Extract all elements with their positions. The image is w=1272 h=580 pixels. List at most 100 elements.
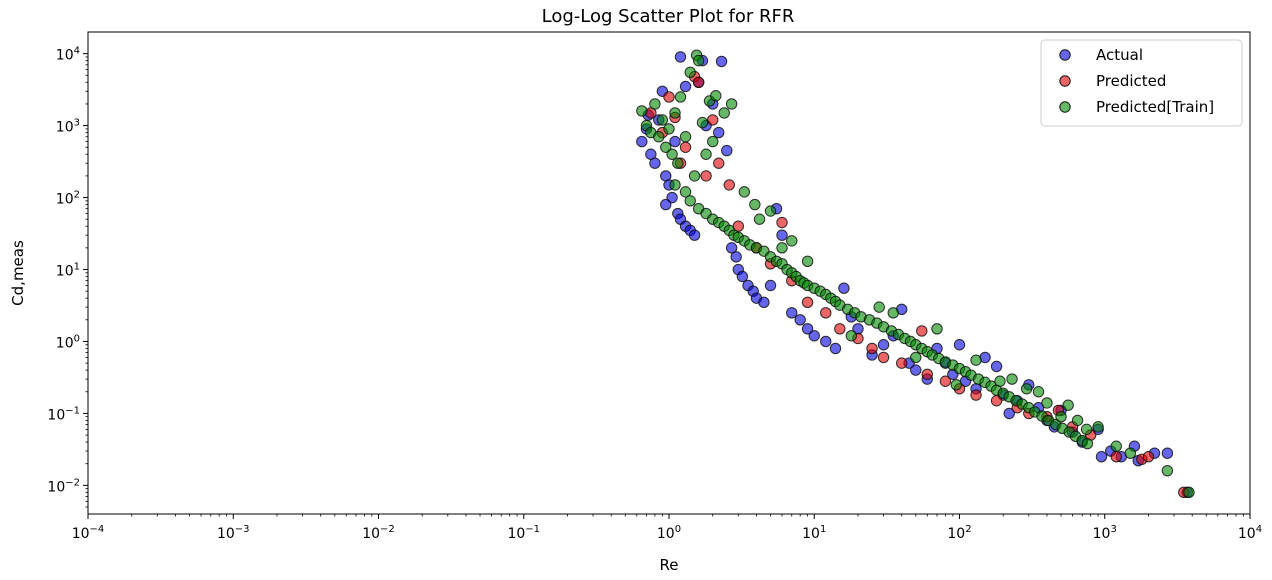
data-point [776,229,788,241]
data-point [688,170,701,182]
series-predicted-train [636,49,1195,499]
data-point [939,375,952,387]
data-point [674,51,687,63]
data-point [1055,411,1067,423]
data-point [713,126,725,139]
chart-title: Log-Log Scatter Plot for RFR [542,6,795,27]
data-point [845,330,858,342]
y-tick-label: 102 [56,190,80,208]
x-tick-label: 10−2 [362,524,395,542]
data-point [1092,421,1104,433]
x-tick-label: 102 [947,524,971,542]
data-point [1062,399,1074,411]
data-point [715,55,728,68]
data-point [801,296,814,309]
data-point [1110,451,1122,463]
data-point [873,301,885,313]
data-point [953,339,966,351]
points-layer [636,49,1195,499]
y-tick-label: 10−2 [47,477,80,495]
data-point [700,148,712,160]
y-axis: 10−2 10−1 100 101 102 103 104 [47,46,88,508]
legend-marker [1059,101,1071,113]
data-point [838,282,850,294]
data-point [660,198,672,211]
y-tick-label: 104 [56,46,80,64]
legend-box [1040,39,1243,127]
data-point [684,195,696,207]
x-tick-label: 104 [1238,524,1262,542]
data-point [1161,447,1174,459]
x-tick-label: 100 [657,524,681,542]
data-point [692,54,705,67]
x-tick-label: 101 [802,524,826,542]
data-point [1041,397,1053,409]
data-point [636,135,648,148]
data-point [776,242,788,254]
data-point [666,191,678,204]
y-axis-label: Cd,meas [9,240,27,306]
data-point [656,114,669,126]
x-tick-label: 10−3 [217,524,250,542]
data-point [808,330,820,342]
data-point [1183,486,1195,499]
legend: Actual Predicted Predicted[Train] [1040,39,1243,127]
data-point [950,379,962,391]
data-point [829,342,842,355]
data-point [801,255,814,268]
data-point [776,216,788,229]
data-point [653,131,665,143]
data-point [866,342,878,355]
data-point [660,141,672,153]
y-tick-label: 10−1 [47,405,80,423]
y-tick-label: 103 [56,118,80,136]
data-point [679,141,692,153]
series-predicted [645,70,1190,499]
data-point [700,170,712,182]
data-point [834,323,846,335]
legend-label: Actual [1096,46,1143,64]
data-point [1095,451,1108,463]
data-point [707,114,719,126]
data-point [1081,437,1094,450]
data-point [692,76,705,88]
data-point [725,98,738,110]
data-point [738,186,751,198]
data-point [723,179,735,191]
x-tick-label: 10−4 [72,524,105,542]
data-point [663,123,675,135]
data-point [970,389,982,401]
data-point [730,251,742,263]
data-point [786,307,798,319]
data-point [916,325,928,337]
data-point [970,354,982,366]
data-point [679,186,692,198]
data-point [921,368,933,380]
data-point [725,242,738,254]
x-tick-label: 10−1 [507,524,540,542]
data-point [1003,407,1015,420]
data-point [1006,373,1018,385]
x-tick-label: 103 [1093,524,1117,542]
data-point [649,98,661,110]
data-point [1142,451,1155,463]
data-point [710,90,722,102]
data-point [820,307,832,319]
x-axis: 10−4 10−3 10−2 10−1 100 101 102 103 104 [72,514,1262,542]
data-point [672,157,684,169]
legend-marker [1059,75,1071,87]
data-point [1161,464,1174,477]
legend-marker [1059,49,1071,61]
y-tick-label: 100 [56,333,80,351]
data-point [669,107,681,119]
data-point [713,157,725,169]
data-point [753,213,766,225]
data-point [764,205,777,217]
data-point [786,235,798,247]
x-axis-label: Re [660,556,679,574]
data-point [674,91,687,103]
legend-label: Predicted[Train] [1096,98,1214,116]
data-point [679,131,692,143]
data-point [1124,447,1137,459]
